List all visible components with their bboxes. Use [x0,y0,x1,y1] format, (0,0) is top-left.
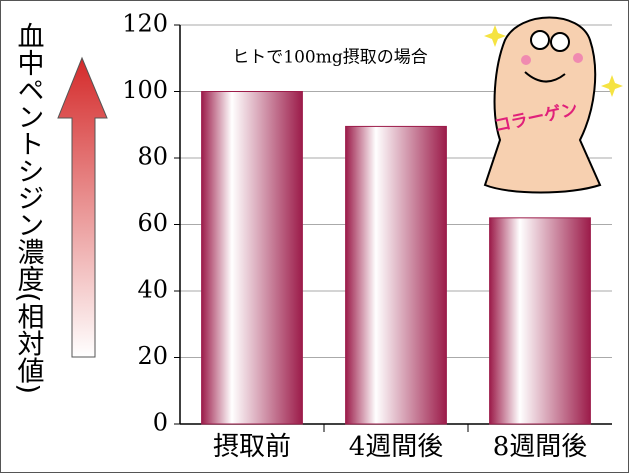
mascot [483,16,623,194]
x-tick-label: 4週間後 [349,432,444,462]
y-tick-label: 0 [153,409,168,437]
y-axis-label: 血中ペントシジン濃度(相対値) [13,22,45,394]
y-tick-label: 20 [137,342,168,370]
bar [201,91,303,425]
bar [489,217,591,425]
y-tick-label: 80 [137,143,168,171]
y-tick-label: 120 [122,10,168,38]
arrow [57,56,108,358]
y-tick-label: 40 [137,276,168,304]
x-tick-label: 摂取前 [213,432,291,462]
bar [345,125,447,425]
annotation: ヒトで100mg摂取の場合 [232,48,427,68]
y-tick-label: 100 [122,76,168,104]
x-tick-label: 8週間後 [493,432,588,462]
y-tick-label: 60 [137,209,168,237]
